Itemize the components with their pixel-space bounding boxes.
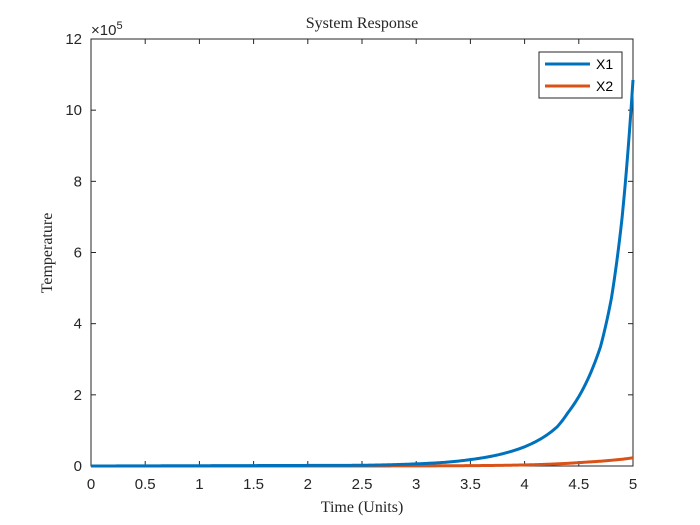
y-tick-label: 4	[74, 316, 82, 333]
y-exponent-prefix: ×10	[91, 22, 116, 39]
y-tick-label: 12	[65, 31, 82, 48]
x-tick-label: 3.5	[460, 476, 481, 493]
y-axis-label: Temperature	[39, 213, 56, 294]
x-tick-label: 5	[629, 476, 637, 493]
x-tick-label: 0.5	[135, 476, 156, 493]
x-tick-label: 4	[520, 476, 528, 493]
series-layer	[90, 79, 635, 468]
x-tick-label: 4.5	[568, 476, 589, 493]
y-exponent-power: 5	[116, 20, 122, 32]
axes-frame	[90, 38, 634, 467]
y-tick-label: 6	[74, 245, 82, 262]
x-tick-label: 1	[195, 476, 203, 493]
legend: X1 X2	[538, 51, 623, 99]
plot-area	[90, 38, 634, 467]
x-axis-label: Time (Units)	[321, 499, 404, 516]
x-tick-label: 0	[87, 476, 95, 493]
x-tick-label: 2	[304, 476, 312, 493]
y-exponent-label: ×105	[91, 20, 123, 39]
x-tick-label: 2.5	[352, 476, 373, 493]
y-tick-label: 0	[74, 458, 82, 475]
x-tick-label: 3	[412, 476, 420, 493]
y-tick-label: 8	[74, 173, 82, 190]
legend-box	[538, 51, 623, 99]
x-axis: 0 0.5 1 1.5 2 2.5 3 3.5 4 4.5 5	[87, 39, 637, 493]
legend-label-x1: X1	[596, 56, 613, 72]
chart-title: System Response	[306, 15, 418, 32]
y-tick-label: 10	[65, 102, 82, 119]
series-line-x1	[90, 79, 635, 468]
legend-label-x2: X2	[596, 78, 613, 94]
x-tick-label: 1.5	[243, 476, 264, 493]
y-axis: 0 2 4 6 8 10 12	[65, 31, 633, 475]
y-tick-label: 2	[74, 387, 82, 404]
